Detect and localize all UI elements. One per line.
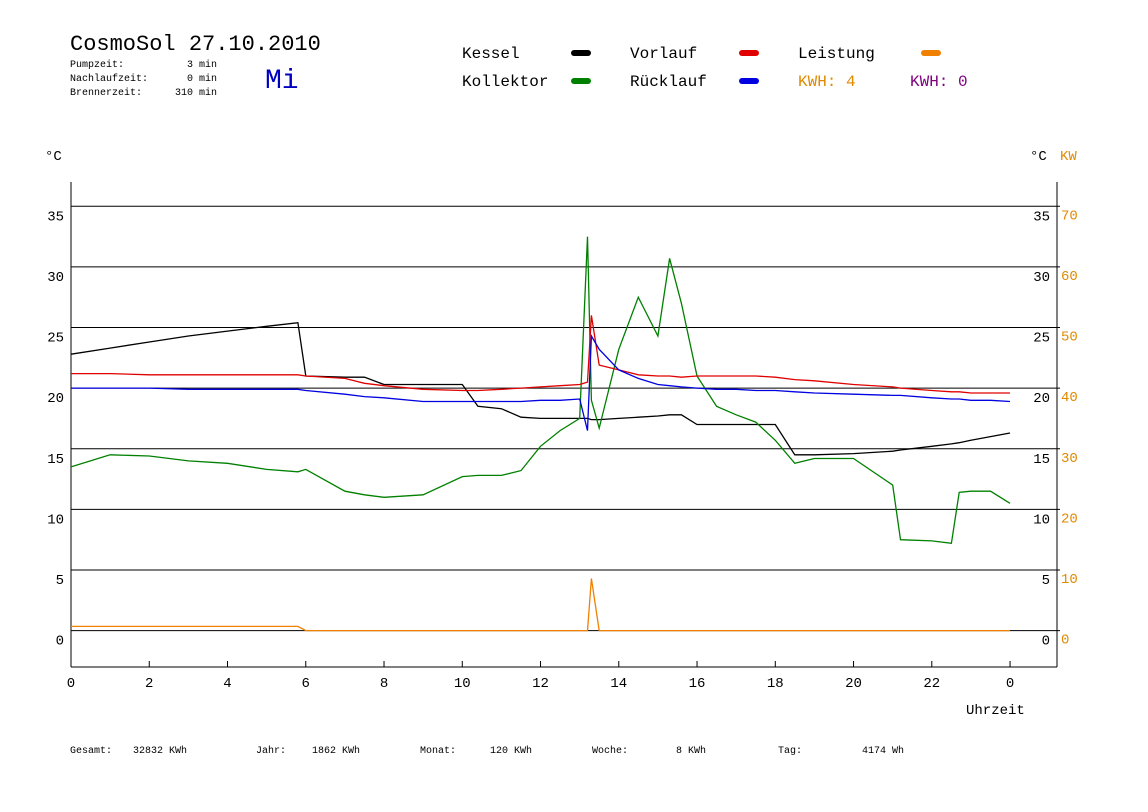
- total-value: 120 KWh: [490, 745, 532, 757]
- y2-tick-label: 10: [1033, 512, 1050, 528]
- series-line: [71, 578, 1010, 632]
- total-label: Tag:: [778, 746, 802, 757]
- y-tick-label: 0: [56, 634, 64, 650]
- x-tick-label: 2: [145, 676, 153, 692]
- y2-tick-label: 0: [1042, 634, 1050, 650]
- info-label: Brennerzeit:: [70, 87, 142, 99]
- y2-tick-label: 40: [1061, 390, 1078, 406]
- total-value: 1862 KWh: [312, 745, 360, 757]
- y-tick-label: 25: [47, 331, 64, 347]
- x-tick-label: 18: [767, 676, 784, 692]
- y-tick-label: 10: [47, 512, 64, 528]
- y2-tick-label: 10: [1061, 572, 1078, 588]
- y2-tick-label: 35: [1033, 209, 1050, 225]
- x-axis-label: Uhrzeit: [966, 703, 1025, 719]
- legend-label: Kessel: [462, 45, 520, 63]
- y-axis-label: °C: [45, 149, 62, 165]
- legend-label: Kollektor: [462, 73, 548, 91]
- info-value: 310 min: [175, 87, 217, 99]
- series-line: [71, 333, 1011, 431]
- info-value: 0 min: [187, 73, 217, 85]
- kwh-label: KWH: 4: [798, 73, 856, 91]
- legend-label: Leistung: [798, 45, 875, 63]
- legend-label: Rücklauf: [630, 73, 707, 91]
- x-tick-label: 0: [1006, 676, 1014, 692]
- chart-title: CosmoSol 27.10.2010: [70, 32, 321, 57]
- y-tick-label: 20: [47, 391, 64, 407]
- x-tick-label: 22: [923, 676, 940, 692]
- y2-unit-label: KW: [1060, 149, 1077, 165]
- x-tick-label: 4: [223, 676, 231, 692]
- y2-tick-label: 0: [1061, 633, 1069, 649]
- y-tick-label: 30: [47, 270, 64, 286]
- series-line: [71, 315, 1010, 394]
- info-label: Pumpzeit:: [70, 59, 124, 71]
- x-tick-label: 16: [689, 676, 706, 692]
- total-label: Jahr:: [256, 745, 286, 757]
- x-tick-label: 10: [454, 676, 471, 692]
- y2-tick-label: 20: [1033, 391, 1050, 407]
- y-tick-label: 15: [47, 452, 64, 468]
- total-value: 8 KWh: [676, 745, 706, 757]
- info-label: Nachlaufzeit:: [70, 73, 148, 85]
- total-label: Gesamt:: [70, 746, 112, 757]
- kwh-label: KWH: 0: [910, 73, 968, 91]
- x-tick-label: 12: [532, 676, 549, 692]
- x-tick-label: 20: [845, 676, 862, 692]
- y2-axis-label: °C: [1030, 149, 1047, 165]
- weekday: Mi: [265, 66, 299, 97]
- total-value: 4174 Wh: [862, 745, 904, 757]
- y-tick-label: 5: [56, 573, 64, 589]
- y2-tick-label: 15: [1033, 452, 1050, 468]
- y2-tick-label: 30: [1061, 451, 1078, 467]
- x-tick-label: 6: [302, 676, 310, 692]
- series-line: [70, 236, 1011, 545]
- y2-tick-label: 20: [1061, 511, 1078, 527]
- x-tick-label: 8: [380, 676, 388, 692]
- y2-tick-label: 70: [1061, 208, 1078, 224]
- y2-tick-label: 5: [1042, 573, 1050, 589]
- info-value: 3 min: [187, 59, 217, 71]
- x-tick-label: 14: [610, 676, 627, 692]
- y-tick-label: 35: [47, 209, 64, 225]
- y2-tick-label: 30: [1033, 270, 1050, 286]
- y2-tick-label: 60: [1061, 269, 1078, 285]
- total-label: Woche:: [592, 745, 628, 757]
- legend-label: Vorlauf: [630, 45, 697, 63]
- y2-tick-label: 25: [1033, 331, 1050, 347]
- y2-tick-label: 50: [1061, 330, 1078, 346]
- x-tick-label: 0: [67, 676, 75, 692]
- total-value: 32832 KWh: [133, 745, 187, 757]
- total-label: Monat:: [420, 746, 456, 757]
